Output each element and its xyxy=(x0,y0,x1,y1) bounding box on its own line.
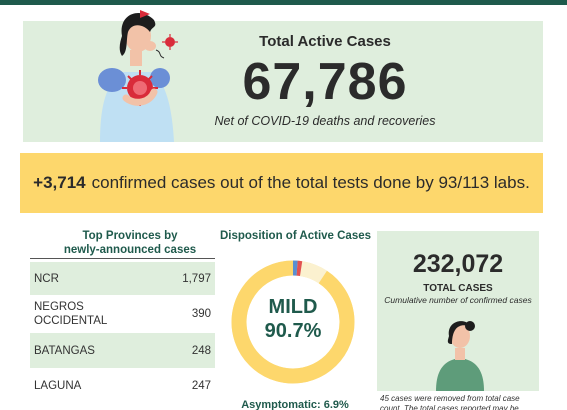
table-row: LAGUNA 247 xyxy=(30,368,215,404)
mild-value: 90.7% xyxy=(264,320,322,342)
province-value: 390 xyxy=(191,308,211,320)
confirmed-cases-banner: +3,714 confirmed cases out of the total … xyxy=(20,153,543,213)
person-illustration xyxy=(436,321,484,391)
table-row: BATANGAS 248 xyxy=(30,333,215,368)
disposition-donut-chart xyxy=(231,260,355,384)
donut-segment-asymptomatic xyxy=(299,261,327,284)
donut-segment-mild xyxy=(231,260,355,384)
total-cases-number: 232,072 xyxy=(412,250,504,278)
total-cases-subtitle: Cumulative number of confirmed cases xyxy=(384,295,532,305)
province-value: 1,797 xyxy=(182,272,211,285)
top-provinces-title-line2: newly-announced cases xyxy=(63,244,197,256)
top-provinces-title-line1: Top Provinces by xyxy=(82,230,178,242)
coughing-woman-illustration xyxy=(98,10,178,142)
top-accent-bar xyxy=(0,0,567,5)
total-cases-label: TOTAL CASES xyxy=(423,283,493,294)
province-value: 248 xyxy=(191,344,211,357)
active-cases-title: Total Active Cases xyxy=(259,33,391,50)
asymptomatic-label: Asymptomatic: 6.9% xyxy=(241,399,349,410)
active-cases-number: 67,786 xyxy=(242,53,408,111)
province-name: NCR xyxy=(34,272,59,285)
total-cases-note: 45 cases were removed from total case co… xyxy=(380,394,520,410)
new-cases-count: +3,714 xyxy=(33,173,86,192)
province-name: LAGUNA xyxy=(34,380,82,392)
disposition-title: Disposition of Active Cases xyxy=(219,230,372,242)
table-row: NEGROS OCCIDENTAL 390 xyxy=(30,295,215,333)
mild-label: MILD xyxy=(268,296,318,318)
divider xyxy=(30,258,215,259)
active-cases-subtitle: Net of COVID-19 deaths and recoveries xyxy=(214,114,436,128)
new-cases-text: confirmed cases out of the total tests d… xyxy=(91,173,530,192)
province-name: BATANGAS xyxy=(34,344,95,357)
top-provinces-title: Top Provinces by newly-announced cases xyxy=(45,229,215,257)
disposition-center-label: MILD 90.7% xyxy=(229,295,357,343)
table-row: NCR 1,797 xyxy=(30,262,215,295)
province-value: 247 xyxy=(191,380,211,392)
province-name: NEGROS OCCIDENTAL xyxy=(34,301,108,327)
